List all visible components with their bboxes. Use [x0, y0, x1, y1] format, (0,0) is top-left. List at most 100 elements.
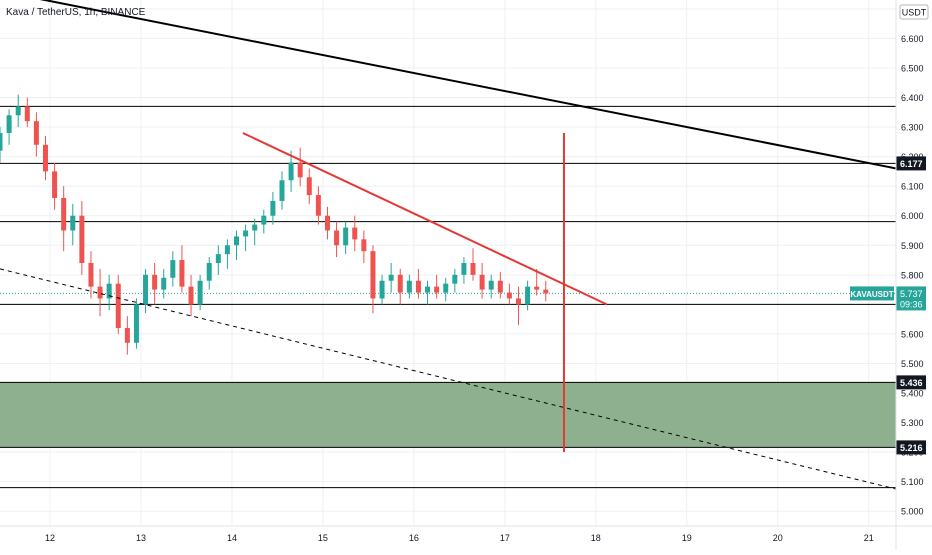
candle-body [24, 106, 30, 122]
symbol-badge [850, 286, 894, 301]
price-tick-label: 5.800 [901, 270, 924, 280]
candle [6, 109, 12, 145]
candle-body [352, 227, 358, 240]
candle [406, 274, 412, 299]
candle-body [506, 292, 512, 299]
level-price-label: 5.436 [900, 378, 923, 388]
trendline[interactable] [242, 132, 608, 306]
price-tick-label: 6.500 [901, 63, 924, 73]
candle [425, 280, 431, 305]
candle-body [434, 286, 440, 293]
candle [452, 268, 458, 293]
candle [124, 316, 130, 355]
candle [379, 274, 385, 305]
exchange-label: BINANCE [100, 7, 146, 18]
price-tick-label: 6.000 [901, 211, 924, 221]
candle-body [33, 121, 39, 145]
candle-body [488, 280, 494, 290]
level-price-badge [896, 375, 926, 390]
candle [543, 280, 549, 302]
level-price-label: 5.216 [900, 443, 923, 453]
candle-body [161, 277, 167, 290]
candle [215, 245, 221, 275]
candle-body [279, 180, 285, 201]
candle [461, 257, 467, 284]
candle [515, 286, 521, 326]
candle [33, 112, 39, 157]
candle [70, 203, 76, 246]
candle-body [124, 328, 130, 343]
candle [15, 94, 21, 128]
price-tick-label: 5.300 [901, 418, 924, 428]
candle-body [179, 260, 185, 287]
last-price-badge [896, 286, 926, 311]
candle [224, 239, 230, 269]
candle-body [361, 239, 367, 252]
price-tick-label: 6.600 [901, 34, 924, 44]
candle-body [97, 286, 103, 299]
quote-name: TetherUS [36, 7, 79, 18]
candle [161, 268, 167, 299]
candle [170, 251, 176, 287]
time-tick-label: 15 [318, 533, 328, 543]
candle-body [234, 236, 240, 246]
time-tick-label: 17 [500, 533, 510, 543]
candle [334, 221, 340, 258]
candle [152, 263, 158, 305]
candle-body [388, 274, 394, 281]
candle [324, 206, 330, 240]
candle-body [525, 286, 531, 305]
symbol-title[interactable]: Kava / TetherUS, 1h, BINANCE [6, 7, 146, 18]
candle [470, 248, 476, 281]
candle [279, 171, 285, 210]
price-tick-label: 5.900 [901, 241, 924, 251]
candle-body [288, 162, 294, 181]
horizontal-levels [0, 105, 896, 489]
candle-body [15, 106, 21, 116]
level-price-badge [896, 440, 926, 455]
candle [79, 200, 85, 275]
candle-body [42, 144, 48, 172]
time-tick-label: 19 [682, 533, 692, 543]
currency-box[interactable] [899, 4, 929, 20]
candle [234, 230, 240, 261]
candle [297, 147, 303, 187]
price-scale[interactable]: 6.7006.6006.5006.4006.3006.2006.1006.000… [850, 0, 932, 550]
candle-body [452, 274, 458, 284]
dashed-trendline[interactable] [0, 268, 897, 490]
level-price-label: 6.177 [900, 159, 923, 169]
candle-body [215, 254, 221, 263]
candle-body [143, 274, 149, 305]
trendline[interactable] [0, 0, 897, 170]
time-tick-label: 20 [773, 533, 783, 543]
candle-body [425, 286, 431, 293]
candle-body [0, 132, 3, 151]
candle [0, 127, 3, 163]
candle-body [152, 274, 158, 290]
candle-body [415, 280, 421, 293]
candle [115, 274, 121, 334]
candle [270, 192, 276, 225]
candle-body [115, 283, 121, 329]
trendlines [0, 0, 897, 490]
price-tick-label: 6.400 [901, 93, 924, 103]
candle-body [406, 280, 412, 293]
price-tick-label: 5.500 [901, 359, 924, 369]
price-scale-background [896, 0, 932, 550]
candle [343, 221, 349, 255]
price-tick-label: 6.100 [901, 182, 924, 192]
interval-label: 1h [84, 7, 96, 18]
candle-body [297, 162, 303, 178]
candle-body [170, 260, 176, 278]
candle [288, 150, 294, 193]
candle-body [270, 200, 276, 216]
price-tick-label: 6.300 [901, 123, 924, 133]
candle-body [224, 245, 230, 255]
candle [525, 280, 531, 311]
candle [388, 263, 394, 293]
candle-body [370, 251, 376, 299]
candle-body [543, 289, 549, 294]
candle [188, 274, 194, 317]
